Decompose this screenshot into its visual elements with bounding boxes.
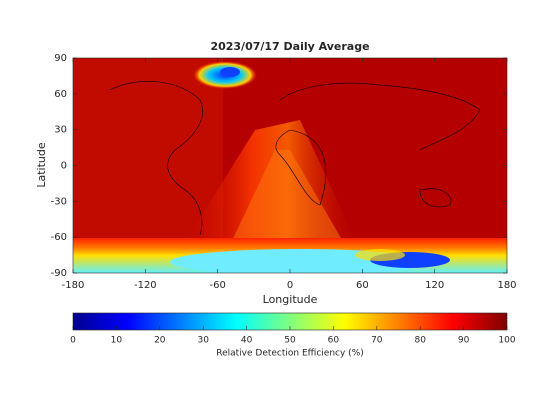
map-title: 2023/07/17 Daily Average: [210, 40, 369, 53]
map-field: [73, 58, 507, 273]
x-tick-label: 120: [425, 280, 444, 291]
colorbar-tick-label: 50: [284, 336, 296, 346]
colorbar-tick-label: 0: [70, 336, 76, 346]
x-tick-label: 0: [287, 280, 293, 291]
y-axis-label: Latitude: [35, 142, 48, 188]
x-axis-label: Longitude: [263, 293, 318, 306]
colorbar-tick-label: 60: [328, 336, 340, 346]
colorbar-tick-label: 40: [241, 336, 253, 346]
y-tick-label: 30: [54, 125, 67, 136]
colorbar-tick-label: 80: [414, 336, 426, 346]
y-tick-label: -60: [51, 232, 67, 243]
x-tick-label: -120: [134, 280, 157, 291]
y-tick-label: 60: [54, 89, 67, 100]
colorbar-tick-label: 30: [197, 336, 209, 346]
colorbar-tick-label: 70: [371, 336, 383, 346]
x-tick-label: 180: [497, 280, 516, 291]
x-tick-label: -60: [209, 280, 225, 291]
x-tick-label: 60: [356, 280, 369, 291]
colorbar-tick-label: 90: [458, 336, 470, 346]
colorbar-label: Relative Detection Efficiency (%): [216, 349, 364, 359]
colorbar-tick-label: 10: [111, 336, 123, 346]
colorbar-tick-label: 100: [498, 336, 515, 346]
y-tick-label: 0: [61, 161, 67, 172]
x-tick-label: -180: [62, 280, 85, 291]
y-tick-label: 90: [54, 53, 67, 64]
y-tick-label: -30: [51, 196, 67, 207]
y-tick-label: -90: [51, 268, 67, 279]
colorbar-tick-label: 20: [154, 336, 166, 346]
